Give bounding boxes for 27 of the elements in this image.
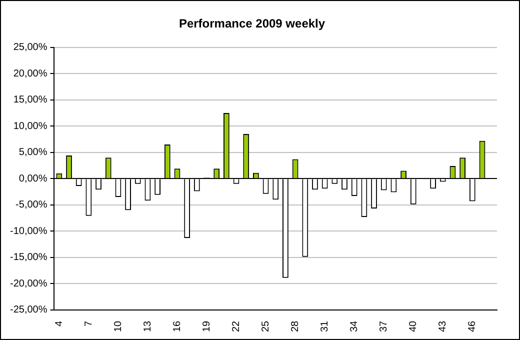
x-tick-label: 16 [172,320,183,332]
x-tick-label: 31 [320,320,331,332]
x-tick-label: 46 [467,320,478,332]
x-tick-label: 37 [378,320,390,332]
chart-title: Performance 2009 weekly [178,16,326,31]
x-tick-label: 28 [290,320,302,332]
y-tick-label: 25,00% [13,42,48,54]
x-tick-label: 10 [112,320,124,332]
x-tick-label: 34 [349,320,360,332]
y-tick-label: -20,00% [10,278,48,290]
x-tick-label: 19 [202,320,212,332]
y-tick-label: 15,00% [13,94,48,106]
x-tick-label: 7 [83,320,94,326]
x-tick-label: 40 [408,320,420,332]
x-tick-label: 43 [438,320,449,332]
y-tick-label: 0,00% [18,173,48,184]
y-tick-label: 10,00% [13,120,48,132]
x-tick-label: 22 [231,320,242,332]
y-tick-label: -25,00% [10,304,48,316]
y-tick-label: 20,00% [13,68,48,80]
x-tick-label: 25 [260,320,272,332]
y-tick-label: -10,00% [10,226,48,237]
x-tick-label: 13 [142,320,154,332]
y-tick-label: -15,00% [10,252,48,264]
x-tick-label: 4 [54,320,65,326]
y-tick-label: -5,00% [16,200,48,211]
y-tick-label: 5,00% [18,147,48,158]
